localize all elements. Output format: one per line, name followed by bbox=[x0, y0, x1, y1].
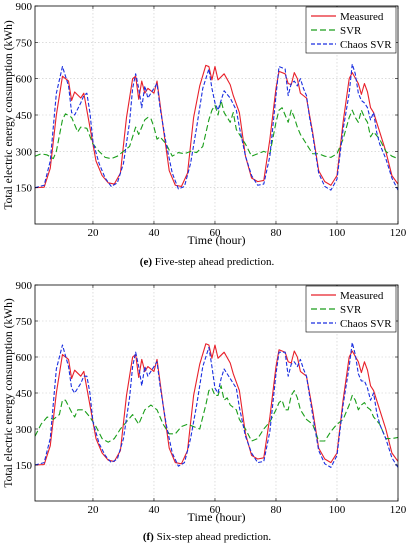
line-chart-e: 20 40 60 80 100 120 150 300 450 600 750 900 Time (ho… bbox=[3, 1, 407, 247]
y-tick-label: 450 bbox=[16, 110, 33, 122]
caption-text-f: Six-step ahead prediction. bbox=[156, 531, 272, 543]
caption-text-e: Five-step ahead prediction. bbox=[154, 256, 275, 268]
series-line-chaos-svr bbox=[35, 63, 398, 191]
legend: Measured SVR Chaos SVR bbox=[305, 285, 397, 333]
y-tick-label: 450 bbox=[16, 388, 33, 400]
y-axis-label: Total electric energy consumption (kWh) bbox=[3, 20, 15, 209]
axes: 20 40 60 80 100 120 150 300 450 600 750 900 bbox=[16, 280, 407, 516]
x-tick-label: 40 bbox=[148, 227, 160, 239]
y-tick-label: 750 bbox=[16, 316, 33, 328]
series-line-measured bbox=[35, 64, 398, 189]
y-tick-label: 600 bbox=[16, 352, 33, 364]
axes: 20 40 60 80 100 120 150 300 450 600 750 900 bbox=[16, 1, 407, 239]
series-group bbox=[35, 63, 398, 191]
x-tick-label: 120 bbox=[390, 227, 407, 239]
x-tick-label: 120 bbox=[390, 504, 407, 516]
legend-label: Chaos SVR bbox=[340, 39, 392, 51]
x-tick-label: 20 bbox=[87, 227, 99, 239]
legend-label: Measured bbox=[340, 290, 384, 302]
x-tick-label: 100 bbox=[329, 227, 346, 239]
legend-label: Measured bbox=[340, 11, 384, 23]
y-tick-label: 900 bbox=[16, 280, 33, 292]
series-line-chaos-svr bbox=[35, 342, 398, 468]
x-tick-label: 100 bbox=[329, 504, 346, 516]
legend: Measured SVR Chaos SVR bbox=[305, 6, 397, 54]
panel-label-e: (e) bbox=[139, 256, 153, 268]
y-tick-label: 150 bbox=[16, 460, 33, 472]
y-tick-label: 900 bbox=[16, 1, 33, 13]
x-tick-label: 20 bbox=[87, 504, 99, 516]
caption-e: (e) Five-step ahead prediction. bbox=[0, 256, 414, 268]
panel-label-f: (f) bbox=[142, 531, 154, 543]
y-tick-label: 150 bbox=[16, 183, 33, 195]
line-chart-f: 20 40 60 80 100 120 150 300 450 600 750 900 Time (ho… bbox=[3, 280, 407, 524]
y-axis-label: Total electric energy consumption (kWh) bbox=[3, 298, 15, 487]
x-tick-label: 40 bbox=[148, 504, 160, 516]
y-tick-label: 600 bbox=[16, 74, 33, 86]
y-tick-label: 750 bbox=[16, 37, 33, 49]
legend-label: SVR bbox=[340, 304, 362, 316]
series-group bbox=[35, 342, 398, 468]
chart-panel-f: 20 40 60 80 100 120 150 300 450 600 750 900 Time (ho… bbox=[0, 278, 414, 550]
caption-f: (f) Six-step ahead prediction. bbox=[0, 531, 414, 543]
x-tick-label: 80 bbox=[270, 504, 282, 516]
x-tick-label: 60 bbox=[209, 227, 221, 239]
x-tick-label: 60 bbox=[209, 504, 221, 516]
y-tick-label: 300 bbox=[16, 424, 33, 436]
x-tick-label: 80 bbox=[270, 227, 282, 239]
legend-label: Chaos SVR bbox=[340, 318, 392, 330]
chart-panel-e: 20 40 60 80 100 120 150 300 450 600 750 900 Time (ho… bbox=[0, 1, 414, 268]
x-axis-label: Time (hour) bbox=[188, 510, 246, 524]
y-tick-label: 300 bbox=[16, 146, 33, 158]
legend-label: SVR bbox=[340, 25, 362, 37]
x-axis-label: Time (hour) bbox=[188, 233, 246, 247]
series-line-svr bbox=[35, 385, 398, 443]
